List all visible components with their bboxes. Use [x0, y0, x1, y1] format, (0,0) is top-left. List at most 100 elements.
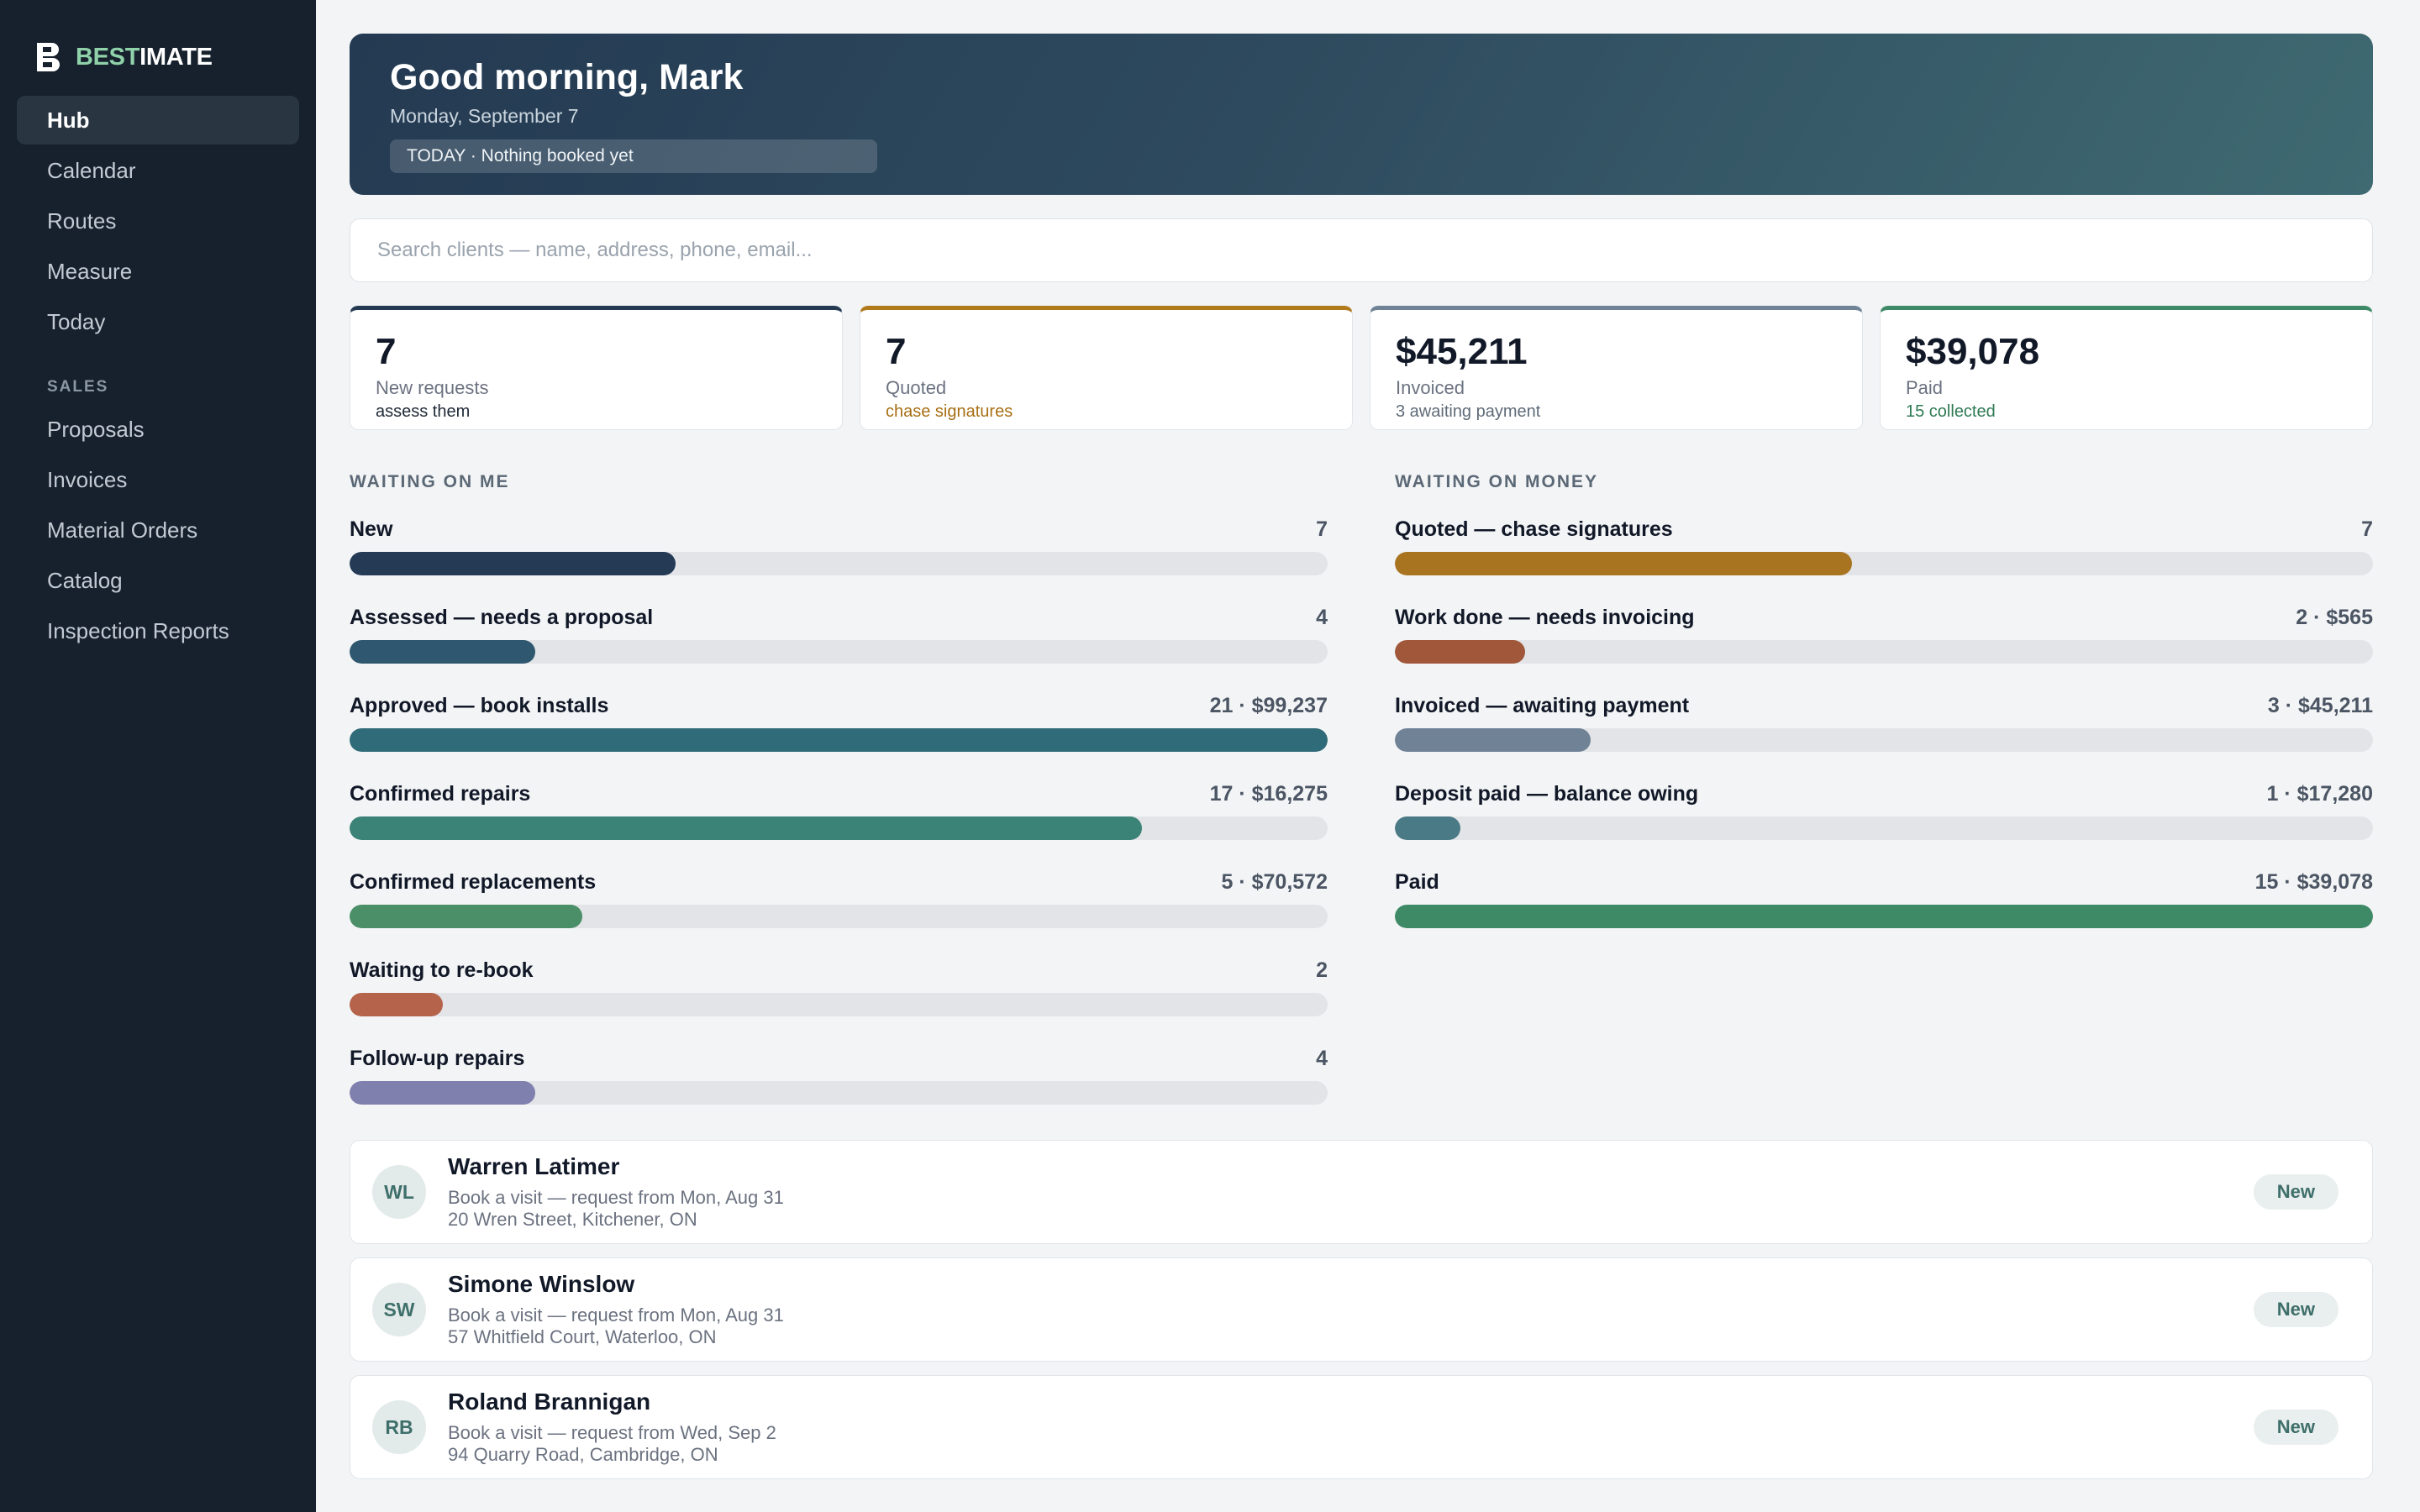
stat-subtext: 3 awaiting payment	[1396, 402, 1541, 421]
progress-track	[1395, 728, 2373, 752]
stat-subtext: 15 collected	[1906, 402, 1996, 421]
progress-fill	[350, 640, 536, 664]
client-name: Roland Brannigan	[448, 1389, 651, 1415]
client-name: Warren Latimer	[448, 1153, 620, 1179]
pipeline-row-value: 4	[1316, 606, 1328, 629]
progress-fill	[1395, 552, 1852, 575]
client-name: Simone Winslow	[448, 1271, 635, 1297]
pipeline-row-label: Waiting to re-book	[350, 958, 534, 982]
pipeline-row[interactable]: Confirmed repairs 17 · $16,275	[350, 782, 1328, 840]
progress-fill	[350, 1081, 536, 1105]
pipeline-row[interactable]: Follow-up repairs 4	[350, 1047, 1328, 1105]
progress-track	[1395, 816, 2373, 840]
nav-item-catalog[interactable]: Catalog	[47, 568, 123, 593]
main-content: Good morning, Mark Monday, September 7 T…	[316, 0, 2420, 1512]
nav-item-measure[interactable]: Measure	[47, 259, 133, 284]
pipeline-columns: WAITING ON ME New 7 Assessed — needs a pro…	[350, 472, 2373, 1135]
sidebar: BESTIMATE Hub Calendar Routes Measure To…	[0, 0, 316, 1512]
pipeline-row[interactable]: New 7	[350, 517, 1328, 575]
client-card-body: Roland Brannigan Book a visit — request f…	[448, 1389, 2254, 1466]
pipeline-row-header: Deposit paid — balance owing 1 · $17,280	[1395, 782, 2373, 806]
progress-track	[350, 993, 1328, 1016]
stat-card-new-requests[interactable]: 7 New requests assess them	[350, 306, 843, 430]
progress-fill	[1395, 816, 1460, 840]
logo-b-icon	[37, 43, 60, 71]
pipeline-row[interactable]: Work done — needs invoicing 2 · $565	[1395, 606, 2373, 664]
avatar: RB	[372, 1400, 426, 1454]
pipeline-row[interactable]: Quoted — chase signatures 7	[1395, 517, 2373, 575]
pipeline-row-header: Approved — book installs 21 · $99,237	[350, 694, 1328, 718]
pipeline-row-label: Confirmed replacements	[350, 870, 597, 894]
nav-item-proposals[interactable]: Proposals	[47, 417, 145, 442]
client-card[interactable]: RB Roland Brannigan Book a visit — request…	[350, 1375, 2373, 1479]
pipeline-row[interactable]: Invoiced — awaiting payment 3 · $45,211	[1395, 694, 2373, 752]
progress-track	[350, 905, 1328, 928]
pipeline-row[interactable]: Deposit paid — balance owing 1 · $17,280	[1395, 782, 2373, 840]
nav-section-sales: SALES	[47, 378, 109, 396]
stat-subtext: chase signatures	[886, 402, 1013, 421]
progress-fill	[1395, 640, 1525, 664]
status-badge[interactable]: New	[2253, 1410, 2338, 1445]
pipeline-row-value: 5 · $70,572	[1221, 870, 1328, 894]
stat-label: Quoted	[886, 377, 947, 398]
status-badge[interactable]: New	[2253, 1292, 2338, 1327]
client-card-body: Simone Winslow Book a visit — request fro…	[448, 1271, 2254, 1348]
progress-track	[350, 552, 1328, 575]
client-card-body: Warren Latimer Book a visit — request fro…	[448, 1153, 2254, 1231]
brand-name: BESTIMATE	[76, 44, 213, 71]
pipeline-row-label: Deposit paid — balance owing	[1395, 782, 1699, 806]
pipeline-row-label: Work done — needs invoicing	[1395, 606, 1695, 629]
stat-subtext: assess them	[376, 402, 471, 421]
pipeline-row-header: Waiting to re-book 2	[350, 958, 1328, 983]
progress-fill	[350, 728, 1328, 752]
progress-fill	[350, 552, 676, 575]
stat-label: Paid	[1906, 377, 1944, 398]
client-card[interactable]: SW Simone Winslow Book a visit — request f…	[350, 1257, 2373, 1362]
progress-track	[350, 640, 1328, 664]
nav-item-calendar[interactable]: Calendar	[47, 158, 136, 183]
pipeline-row-label: Quoted — chase signatures	[1395, 517, 1673, 541]
nav-item-invoices[interactable]: Invoices	[47, 467, 128, 492]
waiting-on-money-title: WAITING ON MONEY	[1395, 472, 1598, 491]
pipeline-row-label: New	[350, 517, 393, 541]
main-nav: Hub Calendar Routes Measure Today	[0, 96, 316, 346]
stat-card-paid[interactable]: $39,078 Paid 15 collected	[1880, 306, 2373, 430]
progress-track	[350, 728, 1328, 752]
nav-item-routes[interactable]: Routes	[47, 208, 117, 234]
nav-item-material-orders[interactable]: Material Orders	[47, 517, 198, 543]
avatar: WL	[372, 1165, 426, 1219]
pipeline-row-header: Assessed — needs a proposal 4	[350, 606, 1328, 630]
pipeline-row[interactable]: Paid 15 · $39,078	[1395, 870, 2373, 928]
pipeline-row[interactable]: Approved — book installs 21 · $99,237	[350, 694, 1328, 752]
pipeline-row[interactable]: Waiting to re-book 2	[350, 958, 1328, 1016]
pipeline-row[interactable]: Confirmed replacements 5 · $70,572	[350, 870, 1328, 928]
nav-item-hub[interactable]: Hub	[17, 96, 299, 144]
avatar: SW	[372, 1283, 426, 1336]
today-status-pill[interactable]: TODAY · Nothing booked yet	[390, 139, 877, 173]
nav-item-today[interactable]: Today	[47, 309, 106, 334]
pipeline-row-header: Paid 15 · $39,078	[1395, 870, 2373, 895]
pipeline-row-value: 7	[2361, 517, 2373, 541]
pipeline-row[interactable]: Assessed — needs a proposal 4	[350, 606, 1328, 664]
pipeline-row-header: Work done — needs invoicing 2 · $565	[1395, 606, 2373, 630]
pipeline-row-header: New 7	[350, 517, 1328, 542]
greeting-banner: Good morning, Mark Monday, September 7 T…	[350, 34, 2373, 195]
status-badge[interactable]: New	[2253, 1174, 2338, 1210]
client-search-input[interactable]	[376, 238, 2372, 263]
stat-card-quoted[interactable]: 7 Quoted chase signatures	[860, 306, 1353, 430]
pipeline-row-value: 17 · $16,275	[1209, 782, 1328, 806]
client-address: 57 Whitfield Court, Waterloo, ON	[448, 1326, 717, 1347]
client-request-line: Book a visit — request from Wed, Sep 2	[448, 1422, 776, 1443]
client-request-line: Book a visit — request from Mon, Aug 31	[448, 1187, 784, 1208]
nav-item-inspection-reports[interactable]: Inspection Reports	[47, 618, 229, 643]
progress-fill	[350, 816, 1142, 840]
stat-card-invoiced[interactable]: $45,211 Invoiced 3 awaiting payment	[1370, 306, 1863, 430]
brand-name-part1: BEST	[76, 43, 140, 71]
pipeline-row-value: 21 · $99,237	[1209, 694, 1328, 717]
brand-logo[interactable]: BESTIMATE	[0, 35, 316, 79]
client-card[interactable]: WL Warren Latimer Book a visit — request f…	[350, 1140, 2373, 1244]
client-request-line: Book a visit — request from Mon, Aug 31	[448, 1305, 784, 1326]
pipeline-row-value: 7	[1316, 517, 1328, 541]
stat-label: Invoiced	[1396, 377, 1465, 398]
waiting-on-me-list: New 7 Assessed — needs a proposal 4 Approved…	[350, 517, 1328, 1105]
